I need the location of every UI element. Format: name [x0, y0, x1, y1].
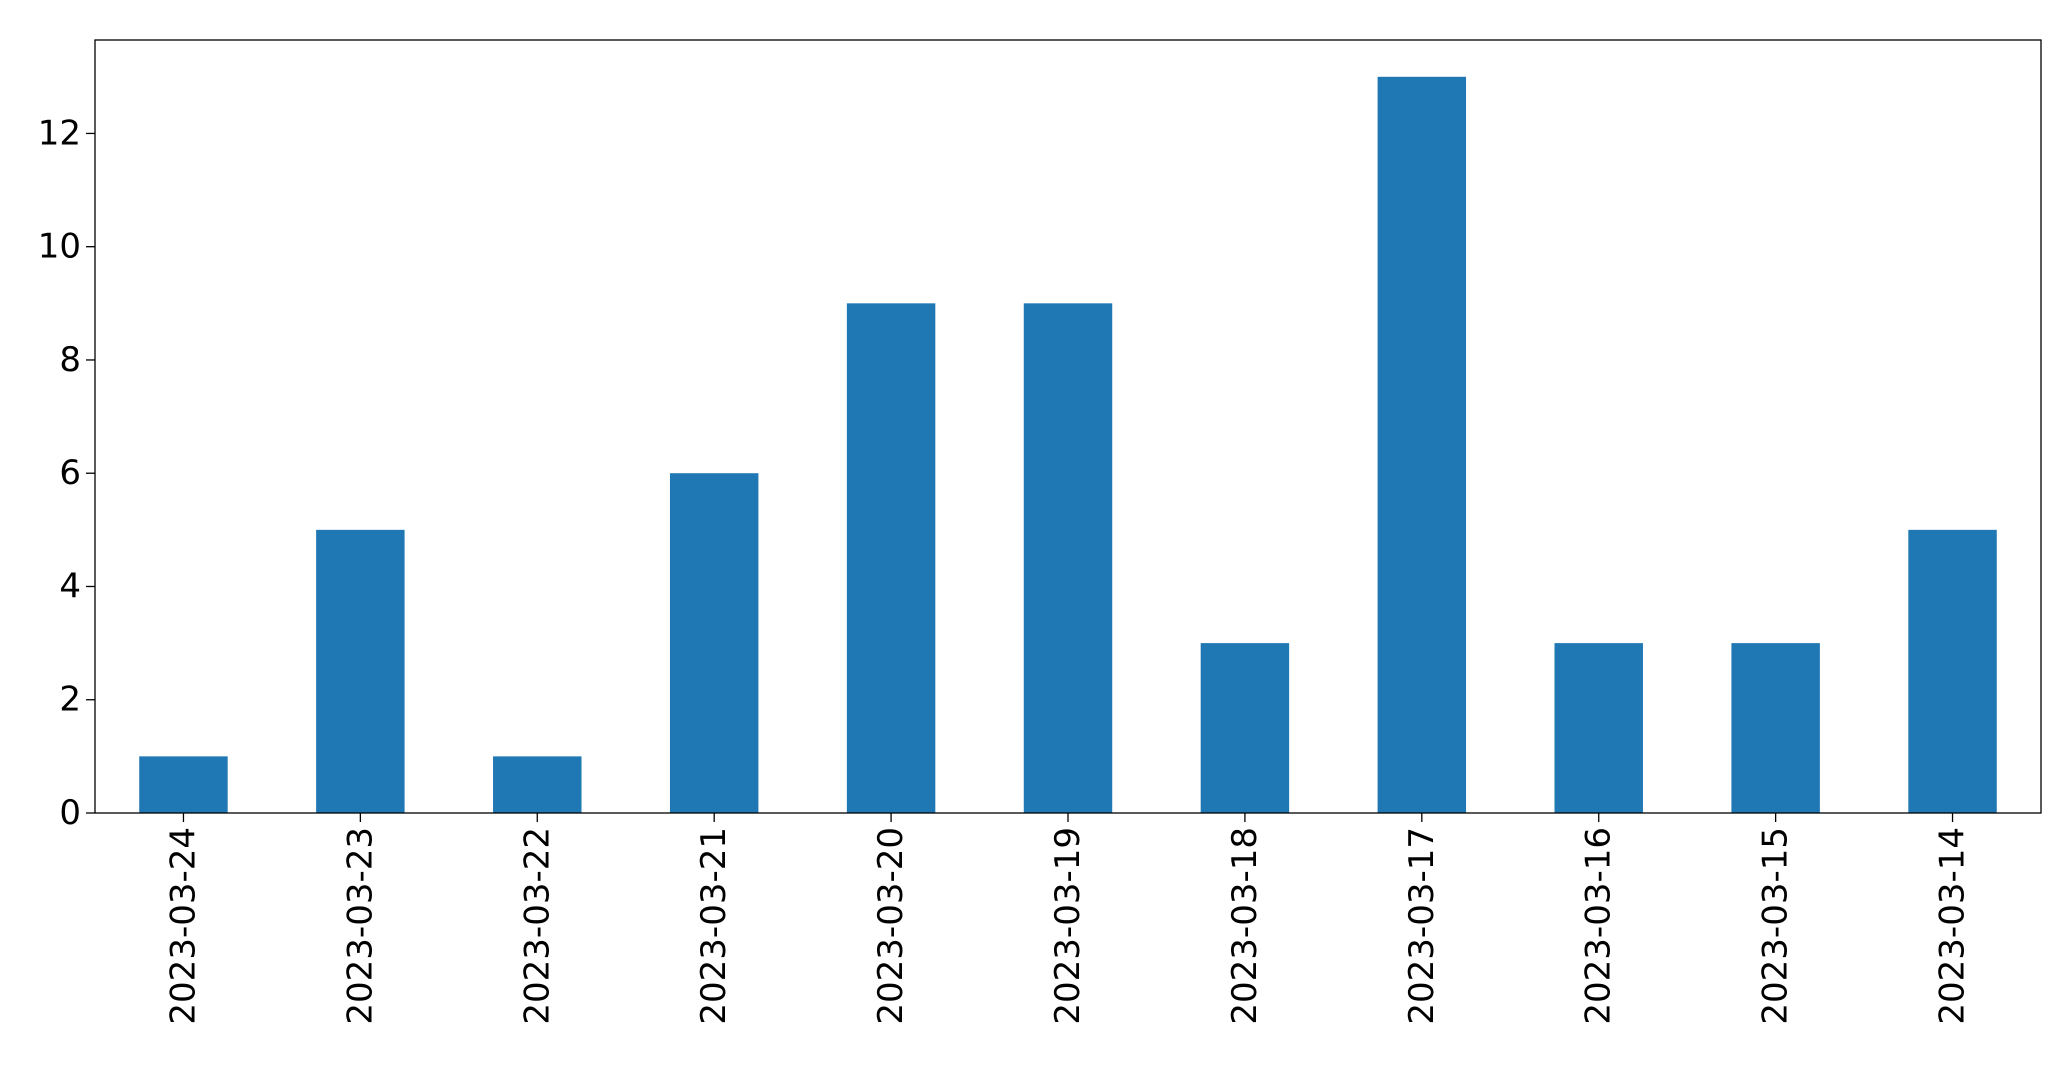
x-tick-label-2023-03-15: 2023-03-15	[1756, 827, 1796, 1025]
bar-2023-03-24	[139, 756, 228, 813]
x-tick-label-2023-03-22: 2023-03-22	[517, 827, 557, 1025]
y-tick-label-0: 0	[59, 793, 81, 833]
plot-frame	[94, 39, 2042, 814]
y-tick-label-8: 8	[59, 340, 81, 380]
bar-2023-03-15	[1731, 643, 1820, 813]
bar-2023-03-21	[669, 473, 759, 813]
x-tick-label-2023-03-21: 2023-03-21	[694, 827, 734, 1025]
x-tick-label-2023-03-24: 2023-03-24	[163, 827, 203, 1025]
bar-2023-03-23	[316, 529, 405, 813]
bars-group	[139, 76, 1997, 814]
x-tick-label-2023-03-23: 2023-03-23	[340, 827, 380, 1025]
bar-2023-03-22	[493, 756, 582, 813]
bar-2023-03-14	[1908, 529, 1997, 813]
x-tick-label-2023-03-16: 2023-03-16	[1579, 827, 1619, 1025]
y-tick-label-4: 4	[59, 566, 81, 606]
x-tick-label-2023-03-18: 2023-03-18	[1225, 827, 1265, 1025]
bar-2023-03-16	[1554, 643, 1643, 813]
bar-2023-03-18	[1200, 643, 1290, 813]
y-axis: 0 2 4 6 8 10 12	[38, 113, 95, 833]
x-tick-label-2023-03-14: 2023-03-14	[1933, 827, 1973, 1025]
y-tick-label-6: 6	[59, 453, 81, 493]
x-tick-label-2023-03-20: 2023-03-20	[871, 827, 911, 1025]
x-axis: 2023-03-24 2023-03-23 2023-03-22 2023-03-21…	[163, 813, 1973, 1025]
y-tick-label-12: 12	[38, 113, 81, 153]
bar-2023-03-20	[846, 303, 936, 813]
x-tick-label-2023-03-17: 2023-03-17	[1402, 827, 1442, 1025]
x-tick-label-2023-03-19: 2023-03-19	[1048, 827, 1088, 1025]
bar-2023-03-17	[1377, 76, 1467, 814]
y-tick-label-10: 10	[38, 227, 81, 267]
y-tick-label-2: 2	[59, 680, 81, 720]
bar-2023-03-19	[1023, 303, 1113, 813]
